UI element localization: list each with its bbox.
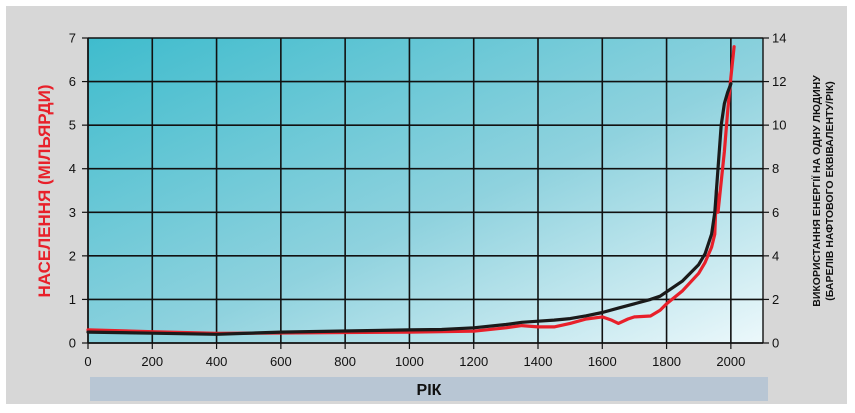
- y-right-tick-label: 12: [772, 74, 786, 89]
- x-axis-title-bar: [90, 377, 768, 401]
- energy-line: [86, 82, 733, 336]
- y-right-tick-label: 8: [772, 161, 779, 176]
- y-left-tick-label: 3: [69, 205, 76, 220]
- x-tick-label: 800: [334, 354, 356, 369]
- plot-background: [88, 38, 763, 343]
- y-right-tick-label: 0: [772, 336, 779, 351]
- y-left-tick-label: 1: [69, 292, 76, 307]
- y-right-tick-label: 4: [772, 248, 779, 263]
- x-tick-label: 400: [206, 354, 228, 369]
- x-tick-label: 1600: [588, 354, 617, 369]
- y-left-tick-label: 2: [69, 248, 76, 263]
- x-tick-label: 0: [84, 354, 91, 369]
- y-left-tick-label: 4: [69, 161, 76, 176]
- y-axis-right-title-line2: (БАРЕЛІВ НАФТОВОГО ЕКВІВАЛЕНТУ/РІК): [824, 81, 836, 301]
- y-right-tick-label: 6: [772, 205, 779, 220]
- x-tick-label: 1400: [524, 354, 553, 369]
- x-tick-label: 1800: [652, 354, 681, 369]
- chart-frame: 0 1 2 3 4 5 6 7 0 2 4 6 8 10 12 14 0 200 400 600 800 1000 1200…: [4, 4, 849, 406]
- x-tick-label: 200: [141, 354, 163, 369]
- series-lines: [86, 45, 736, 336]
- y-left-tick-label: 7: [69, 31, 76, 46]
- x-tick-label: 1000: [395, 354, 424, 369]
- x-tick-label: 600: [270, 354, 292, 369]
- y-axis-right-title-line1: ВИКОРИСТАННЯ ЕНЕРГІЇ НА ОДНУ ЛЮДИНУ: [810, 75, 823, 307]
- y-right-tick-label: 14: [772, 31, 786, 46]
- y-left-tick-label: 0: [69, 336, 76, 351]
- x-axis-title: РІК: [417, 382, 442, 399]
- x-tick-label: 2000: [716, 354, 745, 369]
- axes: [87, 38, 764, 344]
- x-tick-label: 1200: [459, 354, 488, 369]
- y-left-tick-label: 5: [69, 118, 76, 133]
- y-left-tick-label: 6: [69, 74, 76, 89]
- y-axis-left-title: НАСЕЛЕННЯ (МІЛЬЯРДИ): [35, 84, 54, 297]
- y-right-tick-label: 10: [772, 118, 786, 133]
- y-right-tick-label: 2: [772, 292, 779, 307]
